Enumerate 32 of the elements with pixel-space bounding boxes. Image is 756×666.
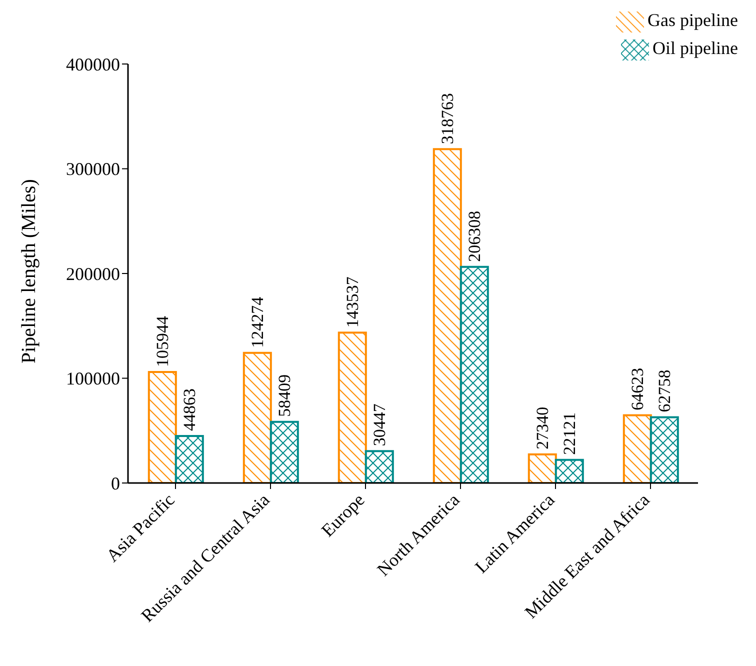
data-label: 58409: [274, 374, 294, 417]
bar: [650, 416, 679, 483]
bar: [364, 450, 394, 483]
data-label: 206308: [464, 210, 484, 262]
bar: [622, 414, 652, 483]
y-tick-label: 200000: [66, 264, 120, 284]
bar: [270, 420, 299, 483]
y-tick-label: 400000: [66, 54, 120, 74]
y-tick-label: 300000: [66, 159, 120, 180]
bar: [554, 458, 584, 483]
bar: [528, 453, 557, 483]
legend-label: Oil pipeline: [652, 38, 738, 58]
bar: [174, 435, 204, 483]
data-label: 44863: [180, 388, 199, 432]
bar: [432, 148, 462, 483]
data-label: 105944: [152, 316, 172, 368]
bar: [148, 371, 177, 483]
data-label: 124274: [248, 296, 267, 348]
data-label: 64623: [628, 368, 647, 410]
data-label: 318763: [438, 93, 457, 144]
bar: [460, 266, 489, 483]
data-label: 62758: [654, 370, 674, 412]
data-label: 30447: [370, 403, 389, 446]
data-label: 143537: [342, 276, 362, 328]
bar: [338, 332, 367, 483]
data-label: 22121: [560, 412, 579, 455]
bar: [242, 352, 272, 483]
y-axis-title: Pipeline length (Miles): [18, 179, 40, 364]
legend-label: Gas pipeline: [648, 10, 738, 30]
data-label: 27340: [532, 406, 552, 450]
y-tick-label: 0: [111, 473, 120, 494]
y-tick-label: 100000: [66, 368, 120, 389]
